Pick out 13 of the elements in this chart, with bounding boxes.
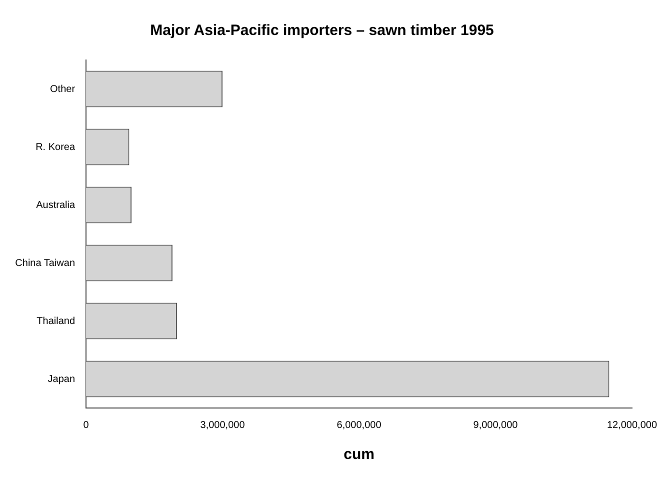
x-tick-label: 12,000,000	[606, 420, 658, 431]
y-tick-label: China Taiwan	[15, 258, 76, 269]
x-tick-label: 3,000,000	[200, 420, 246, 431]
y-tick-label: R. Korea	[36, 142, 76, 153]
x-tick-label: 6,000,000	[336, 420, 382, 431]
x-axis-title: cum	[344, 446, 374, 464]
x-tick-label: 9,000,000	[473, 420, 518, 431]
chart-title: Major Asia-Pacific importers – sawn timber 1995	[150, 22, 494, 40]
y-tick-label: Other	[50, 84, 76, 95]
y-tick-label: Thailand	[36, 316, 76, 327]
y-tick-label: Australia	[36, 200, 76, 211]
y-tick-label: Japan	[48, 374, 76, 385]
x-tick-label: 0	[83, 420, 90, 431]
